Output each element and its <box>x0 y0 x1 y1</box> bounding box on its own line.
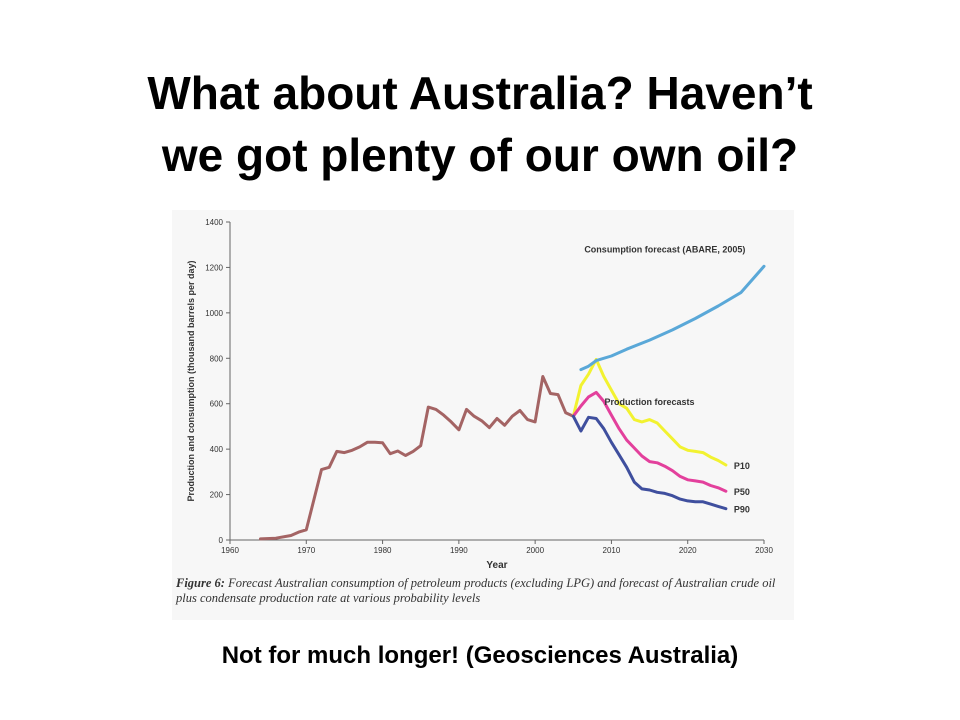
x-tick-label: 2010 <box>603 546 621 555</box>
series-line-series-4 <box>579 264 766 372</box>
y-tick-label: 0 <box>219 536 224 545</box>
y-tick-label: 800 <box>210 354 224 363</box>
x-axis-label: Year <box>486 560 507 571</box>
slide-title: What about Australia? Haven’t we got ple… <box>0 62 960 186</box>
figure-scan: 0 200 400 600 800 1000 1200 1400 1960 1970 1980 199… <box>172 210 794 620</box>
y-tick-label: 600 <box>210 400 224 409</box>
x-tick-label: 1970 <box>297 546 315 555</box>
x-tick-label: 2020 <box>679 546 697 555</box>
y-tick-label: 400 <box>210 445 224 454</box>
series-line-p90 <box>571 414 728 511</box>
x-tick-label: 1990 <box>450 546 468 555</box>
series-label-p10: P10 <box>734 461 750 471</box>
chart-annotation: Production forecasts <box>605 397 695 407</box>
series-label-p90: P90 <box>734 505 750 515</box>
x-tick-label: 1980 <box>374 546 392 555</box>
x-tick-label: 1960 <box>221 546 239 555</box>
y-tick-label: 1400 <box>205 218 223 227</box>
x-tick-label: 2000 <box>526 546 544 555</box>
series-line-p10 <box>571 357 728 467</box>
series-label-p50: P50 <box>734 487 750 497</box>
y-tick-label: 200 <box>210 491 224 500</box>
caption-label: Figure 6: <box>176 576 225 590</box>
y-tick-label: 1000 <box>205 309 223 318</box>
footer-text: Not for much longer! (Geosciences Austra… <box>221 642 739 669</box>
y-tick-label: 1200 <box>205 263 223 272</box>
slide-title-line-1: What about Australia? Haven’t <box>147 67 813 119</box>
series-line-series-0 <box>259 375 575 541</box>
figure-caption: Figure 6: Forecast Australian consumptio… <box>176 576 786 606</box>
y-axis-label: Production and consumption (thousand bar… <box>186 260 196 501</box>
chart-annotation: Consumption forecast (ABARE, 2005) <box>584 245 745 255</box>
caption-text: Forecast Australian consumption of petro… <box>176 576 776 605</box>
series-line-p50 <box>571 390 728 493</box>
x-tick-label: 2030 <box>755 546 773 555</box>
oil-forecast-chart: 0 200 400 600 800 1000 1200 1400 1960 1970 1980 199… <box>186 218 773 571</box>
slide-title-line-2: we got plenty of our own oil? <box>161 129 799 181</box>
